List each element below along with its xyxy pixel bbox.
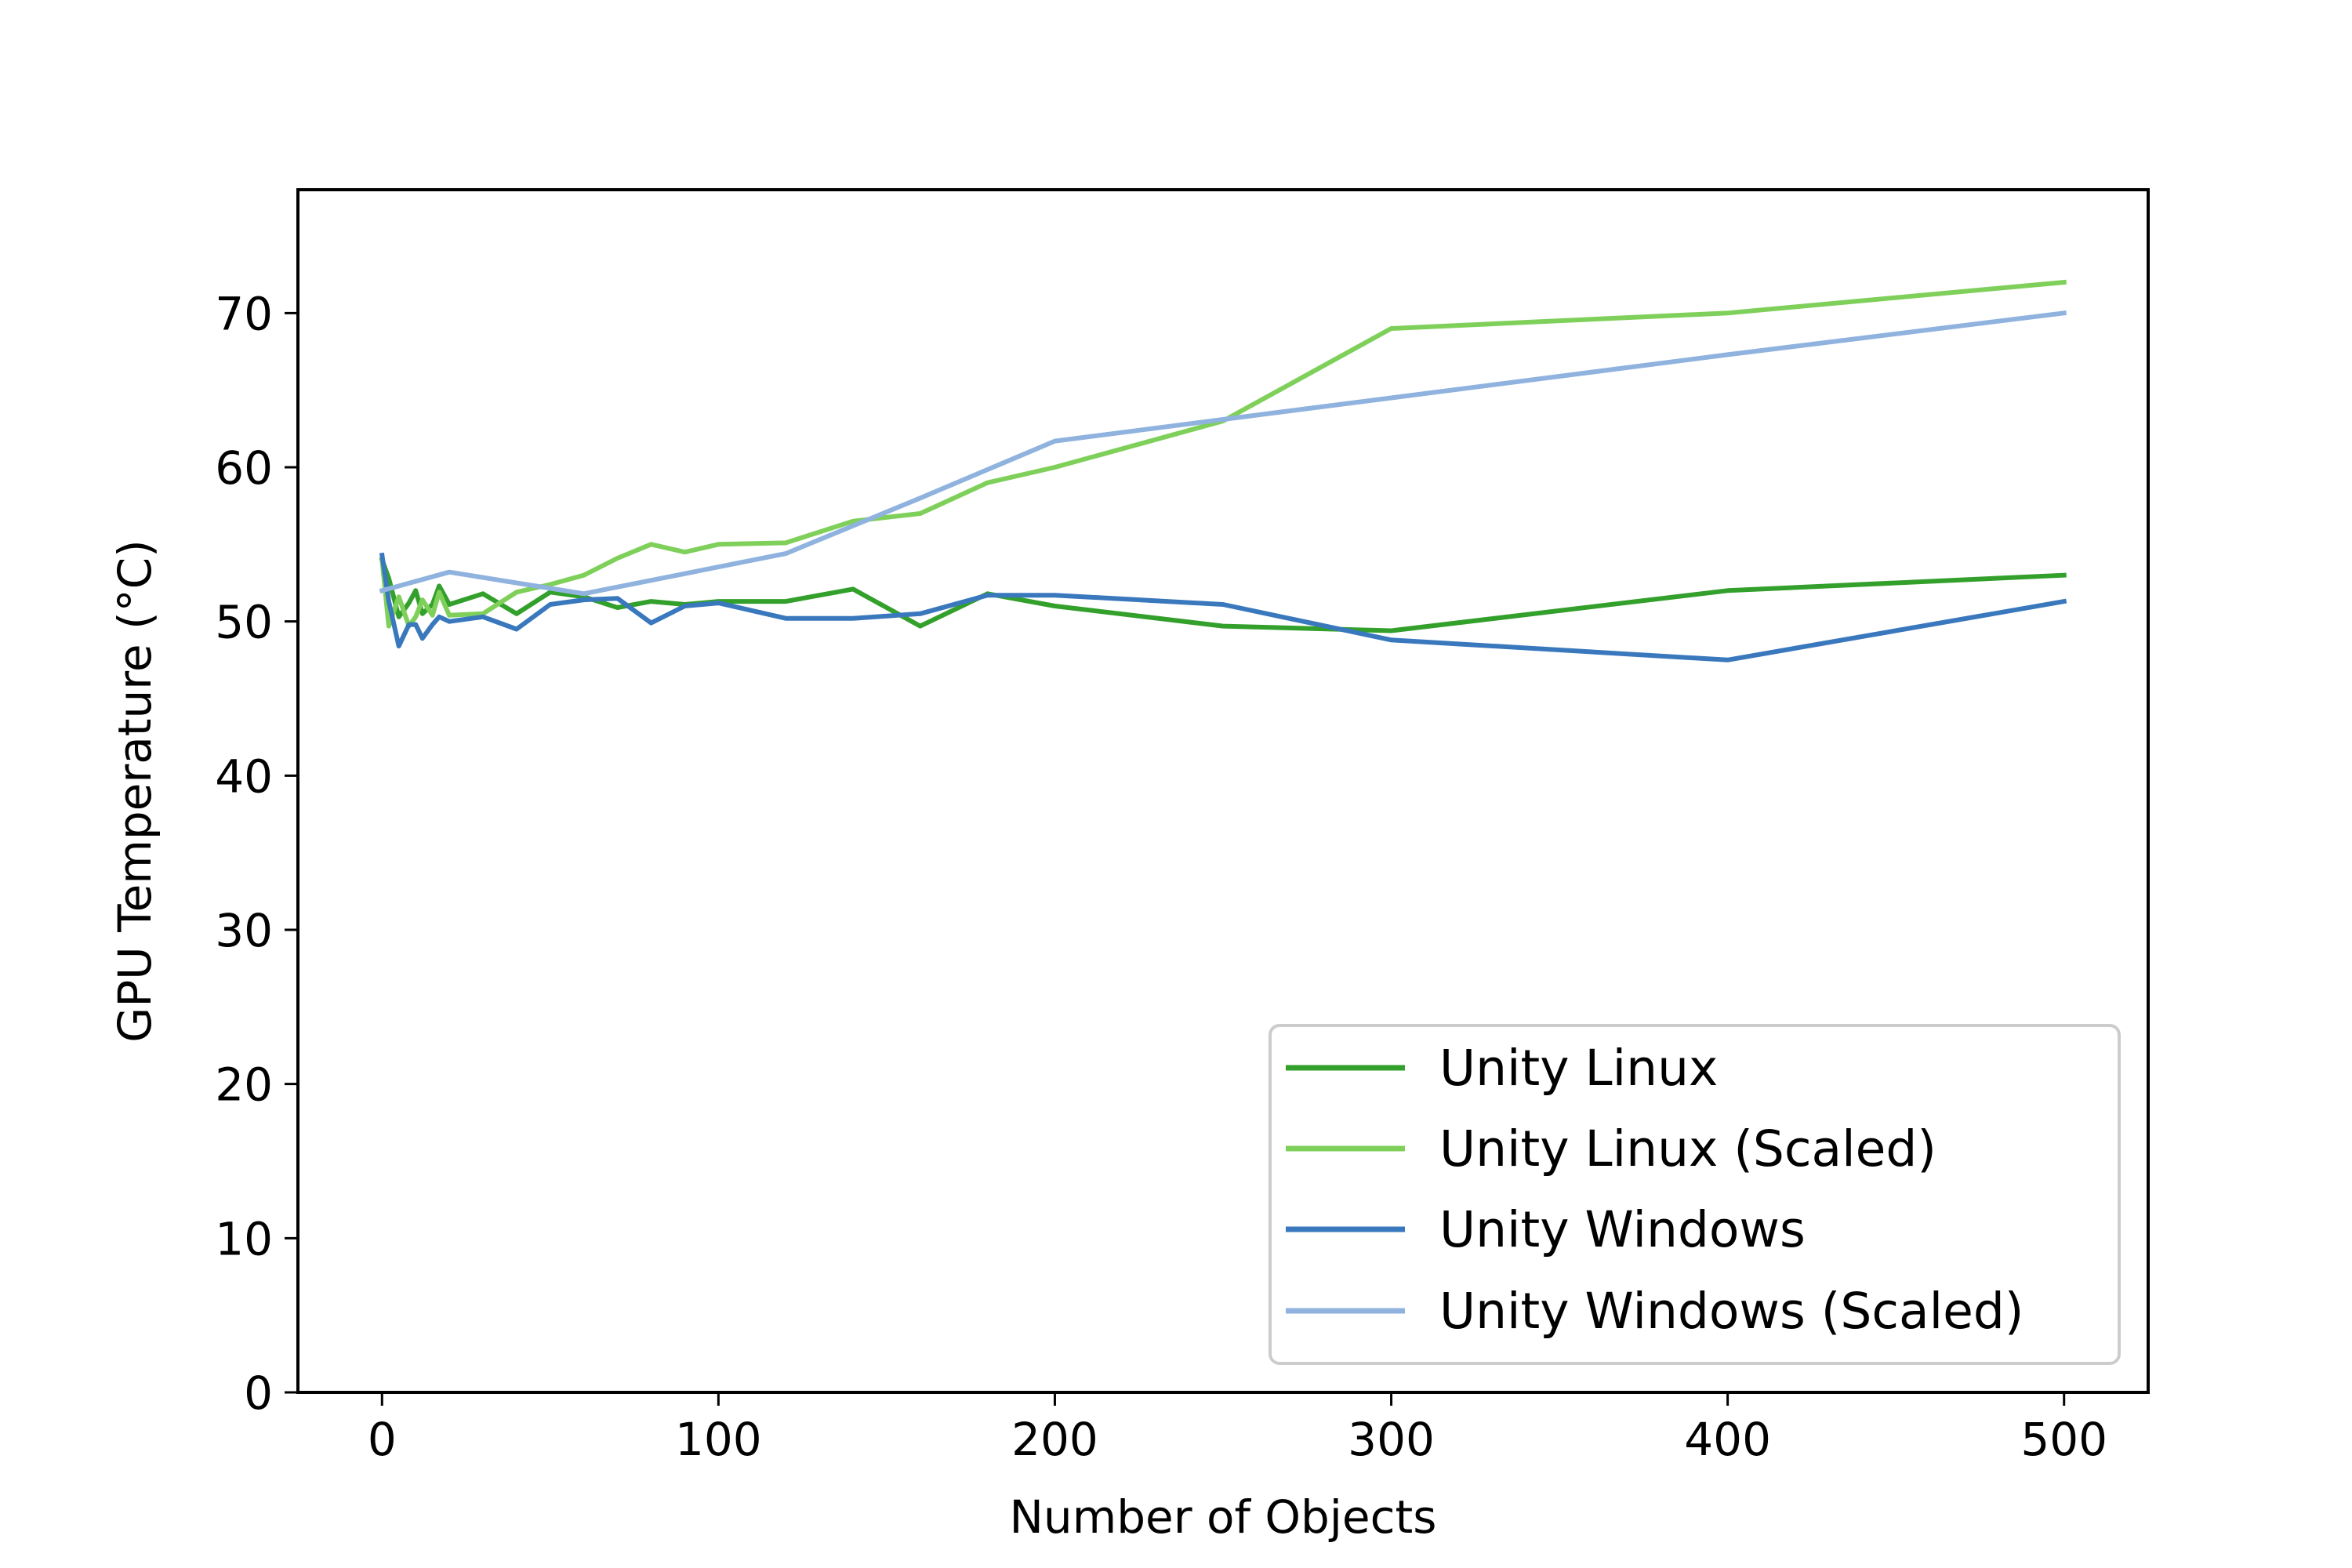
series-line-3 <box>379 552 2067 662</box>
plot-frame <box>296 188 2150 1394</box>
legend-entry-label: Unity Linux (Scaled) <box>1439 1120 1936 1178</box>
legend: Unity Linux Unity Linux (Scaled) Unity Win… <box>1269 1024 2121 1365</box>
ticks-layer: 0 100 200 300 400 500 0 10 20 30 40 50 60 70 <box>215 287 2107 1466</box>
y-tick-label: 30 <box>215 904 273 957</box>
x-tick-label: 100 <box>675 1413 762 1466</box>
x-tick-label: 400 <box>1684 1413 1771 1466</box>
y-tick-label: 70 <box>215 287 273 340</box>
y-tick-label: 60 <box>215 441 273 495</box>
y-tick-label: 40 <box>215 750 273 803</box>
y-tick-label: 0 <box>244 1367 273 1420</box>
x-tick-label: 200 <box>1011 1413 1098 1466</box>
legend-entry-label: Unity Linux <box>1439 1040 1718 1097</box>
y-tick-label: 10 <box>215 1212 273 1265</box>
x-tick-label: 0 <box>368 1413 397 1466</box>
x-axis-label: Number of Objects <box>1010 1490 1437 1544</box>
series-line-1 <box>379 557 2067 633</box>
y-axis-label: GPU Temperature (°C) <box>108 539 162 1042</box>
x-tick-label: 300 <box>1348 1413 1435 1466</box>
legend-box <box>1269 1024 2121 1365</box>
y-tick-label: 50 <box>215 596 273 649</box>
legend-entry-label: Unity Windows (Scaled) <box>1439 1283 2024 1340</box>
series-line-2 <box>379 279 2067 629</box>
y-tick-label: 20 <box>215 1058 273 1112</box>
x-tick-label: 500 <box>2020 1413 2107 1466</box>
legend-entry-label: Unity Windows <box>1439 1201 1806 1258</box>
series-layer <box>379 279 2067 662</box>
series-line-4 <box>379 310 2067 597</box>
